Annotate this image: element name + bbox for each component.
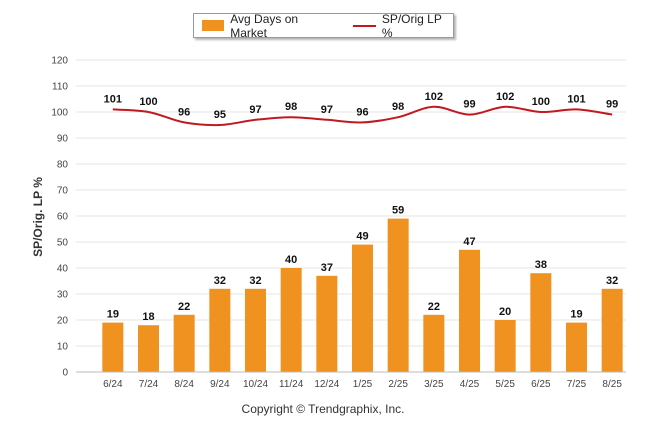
series-line xyxy=(112,105,613,127)
line-series xyxy=(112,105,613,127)
x-tick-label: 6/25 xyxy=(531,379,551,390)
bar-value-label: 19 xyxy=(107,309,119,321)
bar-value-label: 19 xyxy=(570,309,582,321)
legend-bar-label: Avg Days on Market xyxy=(230,11,299,40)
x-tick-label: 8/24 xyxy=(174,379,194,390)
line-value-label: 102 xyxy=(496,91,514,103)
line-value-label: 97 xyxy=(249,104,261,116)
line-value-label: 101 xyxy=(567,93,585,105)
bar-value-label: 22 xyxy=(428,301,440,313)
line-value-label: 98 xyxy=(285,101,297,113)
bar-value-label: 18 xyxy=(142,311,154,323)
x-axis: 6/24 7/24 8/24 9/24 10/24 11/24 12/24 1/25 2/25 3… xyxy=(76,371,626,390)
bar xyxy=(209,288,231,372)
bar-value-label: 59 xyxy=(392,205,404,217)
x-tick-label: 5/25 xyxy=(495,379,515,390)
x-tick-label: 7/25 xyxy=(567,379,587,390)
bar xyxy=(138,325,159,372)
copyright-text: Copyright © Trendgraphix, Inc. xyxy=(241,402,405,416)
x-tick-label: 6/24 xyxy=(103,379,123,390)
legend-line-swatch xyxy=(352,24,376,27)
bar-value-label: 32 xyxy=(249,275,261,287)
gridlines xyxy=(76,59,626,373)
legend-item-bar: Avg Days on Market xyxy=(202,12,335,40)
line-value-label: 100 xyxy=(532,96,550,108)
y-axis-title: SP/Orig. LP % xyxy=(31,177,45,257)
x-tick-label: 11/24 xyxy=(279,379,304,390)
x-tick-label: 4/25 xyxy=(460,379,480,390)
legend-item-line: SP/Orig LP % xyxy=(343,12,453,40)
line-value-label: 99 xyxy=(463,99,475,111)
y-tick-label: 10 xyxy=(57,342,69,353)
y-tick-label: 60 xyxy=(57,212,69,223)
legend-line-label: SP/Orig LP % xyxy=(381,11,442,40)
bar xyxy=(352,244,373,372)
y-tick-label: 80 xyxy=(57,160,69,171)
bar xyxy=(566,322,587,372)
legend-bar-swatch xyxy=(202,20,225,31)
legend: Avg Days on Market SP/Orig LP % xyxy=(193,12,454,40)
bar-data-labels: 19 18 22 32 32 40 37 49 59 22 47 20 38 19 32 xyxy=(107,205,619,324)
bar xyxy=(423,314,445,372)
bar-value-label: 38 xyxy=(535,259,547,271)
bar xyxy=(102,322,124,372)
y-tick-label: 100 xyxy=(51,108,68,119)
bar-value-label: 37 xyxy=(321,262,333,274)
bar xyxy=(245,288,266,372)
x-tick-label: 8/25 xyxy=(602,379,622,390)
x-tick-label: 1/25 xyxy=(353,379,373,390)
bar-value-label: 49 xyxy=(356,231,368,243)
y-tick-label: 0 xyxy=(62,368,68,379)
y-tick-label: 110 xyxy=(52,82,68,93)
y-tick-label: 70 xyxy=(57,186,69,197)
bar-value-label: 47 xyxy=(463,236,475,248)
bar xyxy=(387,218,409,372)
bar xyxy=(459,249,480,372)
y-tick-label: 50 xyxy=(57,238,69,249)
x-tick-label: 12/24 xyxy=(314,379,339,390)
bar-value-label: 32 xyxy=(214,275,226,287)
bar xyxy=(494,320,516,372)
bar-series xyxy=(102,218,623,372)
y-tick-label: 30 xyxy=(57,290,69,301)
y-tick-label: 120 xyxy=(51,56,68,67)
line-value-label: 100 xyxy=(139,96,157,108)
line-value-label: 96 xyxy=(178,106,190,118)
x-tick-label: 2/25 xyxy=(388,379,408,390)
x-tick-label: 3/25 xyxy=(424,379,444,390)
bar-value-label: 40 xyxy=(285,254,297,266)
bar xyxy=(530,273,552,372)
bar xyxy=(316,275,338,372)
line-value-label: 98 xyxy=(392,101,404,113)
line-value-label: 97 xyxy=(321,104,333,116)
bar-value-label: 20 xyxy=(499,306,511,318)
bar-value-label: 22 xyxy=(178,301,190,313)
line-value-label: 95 xyxy=(214,109,226,121)
y-tick-label: 90 xyxy=(57,134,69,145)
line-value-label: 99 xyxy=(606,99,618,111)
bar xyxy=(280,268,302,372)
y-tick-label: 40 xyxy=(57,264,69,275)
bar-value-label: 32 xyxy=(606,275,618,287)
bar xyxy=(173,314,195,372)
line-value-label: 102 xyxy=(425,91,443,103)
y-tick-label: 20 xyxy=(57,316,69,327)
line-value-label: 101 xyxy=(104,93,122,105)
line-value-label: 96 xyxy=(356,106,368,118)
x-tick-label: 9/24 xyxy=(210,379,230,390)
x-tick-label: 10/24 xyxy=(243,379,268,390)
x-tick-label: 7/24 xyxy=(139,379,159,390)
bar xyxy=(601,288,623,372)
line-data-labels: 101 100 96 95 97 98 97 96 98 102 99 102 100 101 99 xyxy=(104,91,619,121)
y-axis: 0 10 20 30 40 50 60 70 80 90 100 110 120 xyxy=(51,56,68,379)
